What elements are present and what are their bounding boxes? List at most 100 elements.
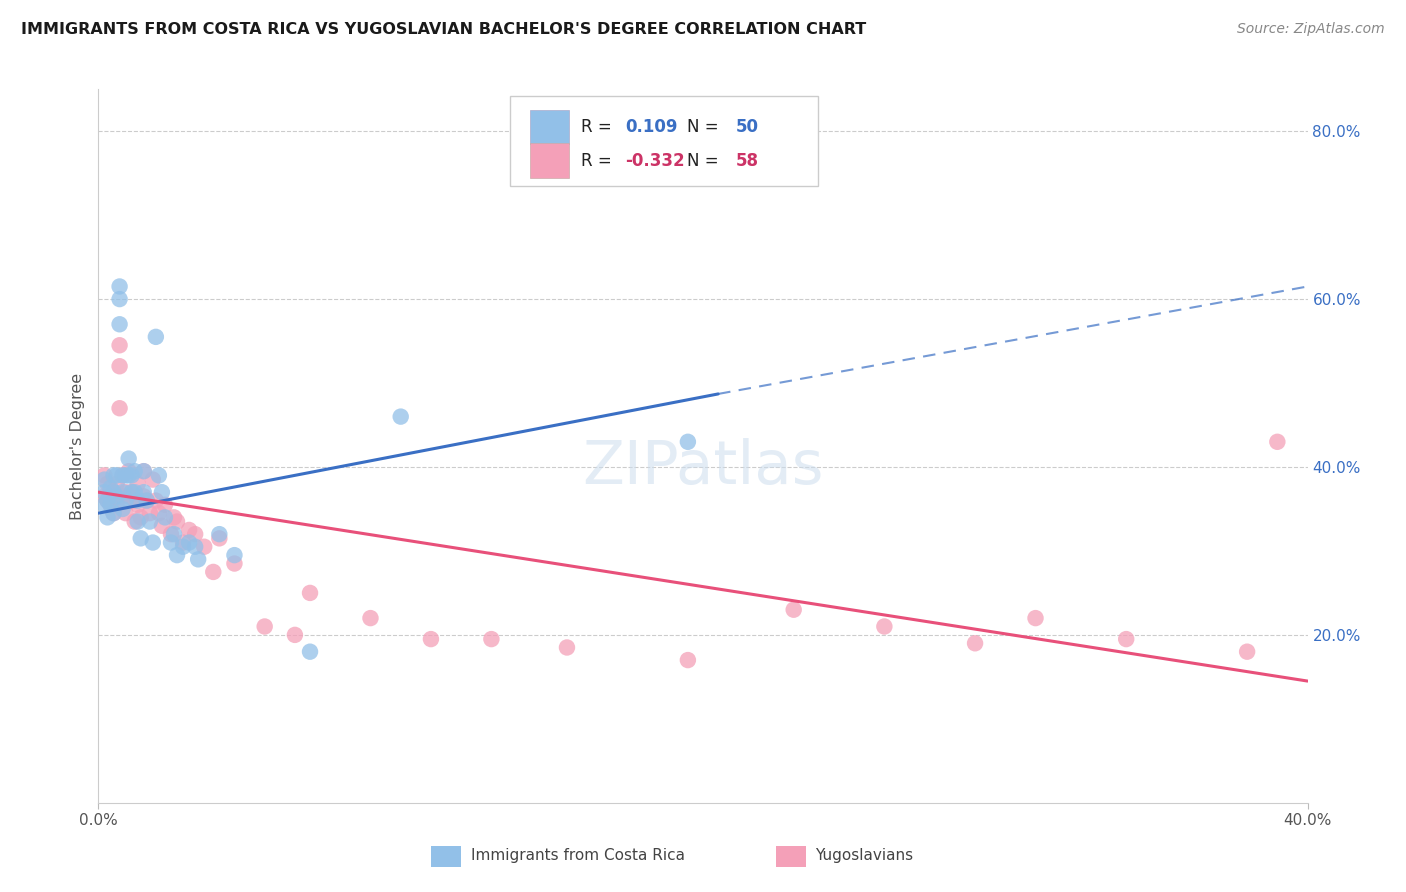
- Point: [100, 498, 122, 512]
- Point: [208, 532, 231, 546]
- Point: [873, 619, 896, 633]
- Point: [184, 540, 207, 554]
- Point: [121, 485, 143, 500]
- Point: [96, 493, 118, 508]
- Point: [127, 476, 149, 491]
- Point: [129, 532, 152, 546]
- Point: [132, 489, 155, 503]
- Point: [111, 485, 134, 500]
- Point: [139, 515, 162, 529]
- Point: [121, 468, 143, 483]
- Point: [676, 434, 699, 449]
- Point: [114, 493, 136, 508]
- Point: [555, 640, 578, 655]
- Text: IMMIGRANTS FROM COSTA RICA VS YUGOSLAVIAN BACHELOR'S DEGREE CORRELATION CHART: IMMIGRANTS FROM COSTA RICA VS YUGOSLAVIA…: [21, 22, 866, 37]
- Point: [360, 611, 382, 625]
- Point: [103, 468, 125, 483]
- Point: [179, 535, 201, 549]
- Point: [253, 619, 276, 633]
- Point: [420, 632, 443, 646]
- Text: R =: R =: [581, 118, 617, 136]
- Point: [299, 586, 322, 600]
- Point: [132, 464, 155, 478]
- Point: [150, 518, 173, 533]
- Point: [150, 485, 173, 500]
- Point: [172, 535, 194, 549]
- Point: [284, 628, 307, 642]
- FancyBboxPatch shape: [432, 846, 461, 867]
- Point: [481, 632, 503, 646]
- Point: [135, 493, 157, 508]
- Y-axis label: Bachelor's Degree: Bachelor's Degree: [69, 373, 84, 519]
- Point: [153, 498, 176, 512]
- Text: Yugoslavians: Yugoslavians: [815, 848, 914, 863]
- Point: [100, 498, 122, 512]
- Point: [163, 510, 186, 524]
- Point: [93, 489, 115, 503]
- Point: [965, 636, 987, 650]
- Point: [129, 510, 152, 524]
- Point: [111, 489, 134, 503]
- Point: [103, 506, 125, 520]
- Point: [148, 506, 170, 520]
- Point: [108, 292, 131, 306]
- Point: [114, 485, 136, 500]
- Point: [96, 493, 118, 508]
- Point: [111, 468, 134, 483]
- Point: [124, 515, 146, 529]
- Point: [166, 548, 188, 562]
- Text: 0.109: 0.109: [626, 118, 678, 136]
- Point: [1024, 611, 1046, 625]
- Point: [118, 464, 141, 478]
- Point: [142, 535, 165, 549]
- Point: [105, 476, 128, 491]
- Point: [127, 515, 149, 529]
- Point: [108, 279, 131, 293]
- Point: [1115, 632, 1137, 646]
- Point: [127, 498, 149, 512]
- Point: [93, 498, 115, 512]
- Text: N =: N =: [688, 118, 724, 136]
- FancyBboxPatch shape: [776, 846, 806, 867]
- Point: [132, 485, 155, 500]
- FancyBboxPatch shape: [509, 96, 818, 186]
- Point: [103, 485, 125, 500]
- Point: [118, 468, 141, 483]
- Point: [153, 510, 176, 524]
- Point: [103, 485, 125, 500]
- Point: [163, 527, 186, 541]
- Point: [127, 493, 149, 508]
- Point: [145, 330, 167, 344]
- Point: [166, 515, 188, 529]
- Point: [224, 557, 246, 571]
- Point: [160, 535, 183, 549]
- Point: [118, 451, 141, 466]
- Point: [114, 506, 136, 520]
- Text: N =: N =: [688, 152, 724, 169]
- Point: [96, 510, 118, 524]
- Point: [111, 502, 134, 516]
- Point: [118, 489, 141, 503]
- Point: [132, 464, 155, 478]
- Point: [114, 468, 136, 483]
- Point: [187, 552, 209, 566]
- Point: [111, 468, 134, 483]
- Point: [224, 548, 246, 562]
- Point: [105, 498, 128, 512]
- Point: [676, 653, 699, 667]
- Point: [121, 485, 143, 500]
- Text: R =: R =: [581, 152, 617, 169]
- Point: [148, 468, 170, 483]
- Text: 58: 58: [735, 152, 759, 169]
- Point: [103, 506, 125, 520]
- Point: [93, 485, 115, 500]
- Point: [184, 527, 207, 541]
- Point: [179, 523, 201, 537]
- Point: [139, 506, 162, 520]
- Point: [389, 409, 412, 424]
- Point: [208, 527, 231, 541]
- FancyBboxPatch shape: [530, 144, 569, 178]
- Text: -0.332: -0.332: [626, 152, 685, 169]
- FancyBboxPatch shape: [530, 110, 569, 145]
- Point: [124, 485, 146, 500]
